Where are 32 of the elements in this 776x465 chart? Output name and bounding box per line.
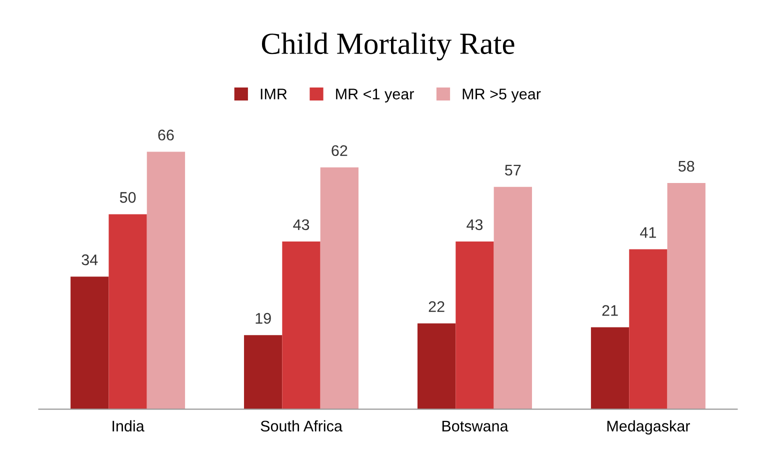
bar (456, 241, 494, 410)
data-label: 22 (428, 301, 444, 312)
data-label: 58 (678, 160, 694, 172)
bar (320, 167, 359, 410)
chart-title: Child Mortality Rate (262, 32, 514, 60)
bar (244, 335, 282, 410)
x-tick-label: Medagaskar (607, 420, 690, 435)
data-label: 50 (120, 192, 136, 203)
x-tick-label: South Africa (260, 420, 342, 432)
bar (590, 327, 630, 410)
data-label: 41 (640, 227, 656, 238)
bar (494, 186, 532, 410)
data-label: 34 (82, 254, 98, 266)
data-label: 19 (256, 312, 271, 324)
bar (108, 214, 147, 410)
data-label: 66 (158, 130, 174, 140)
bar (629, 249, 668, 410)
x-tick-label: India (112, 420, 144, 432)
legend-label: IMR (260, 88, 287, 100)
bar (70, 276, 109, 410)
bar (417, 323, 456, 410)
data-label: 43 (293, 219, 310, 230)
data-label: 57 (505, 164, 521, 176)
data-label: 62 (332, 145, 348, 156)
data-label: 21 (602, 305, 618, 316)
bar (282, 241, 320, 410)
bar (667, 182, 706, 410)
x-tick-label: Botswana (442, 420, 508, 432)
bar (146, 152, 186, 410)
legend-label: MR >5 year (462, 88, 541, 102)
legend-label: MR <1 year (336, 88, 414, 102)
data-label: 43 (466, 219, 483, 230)
